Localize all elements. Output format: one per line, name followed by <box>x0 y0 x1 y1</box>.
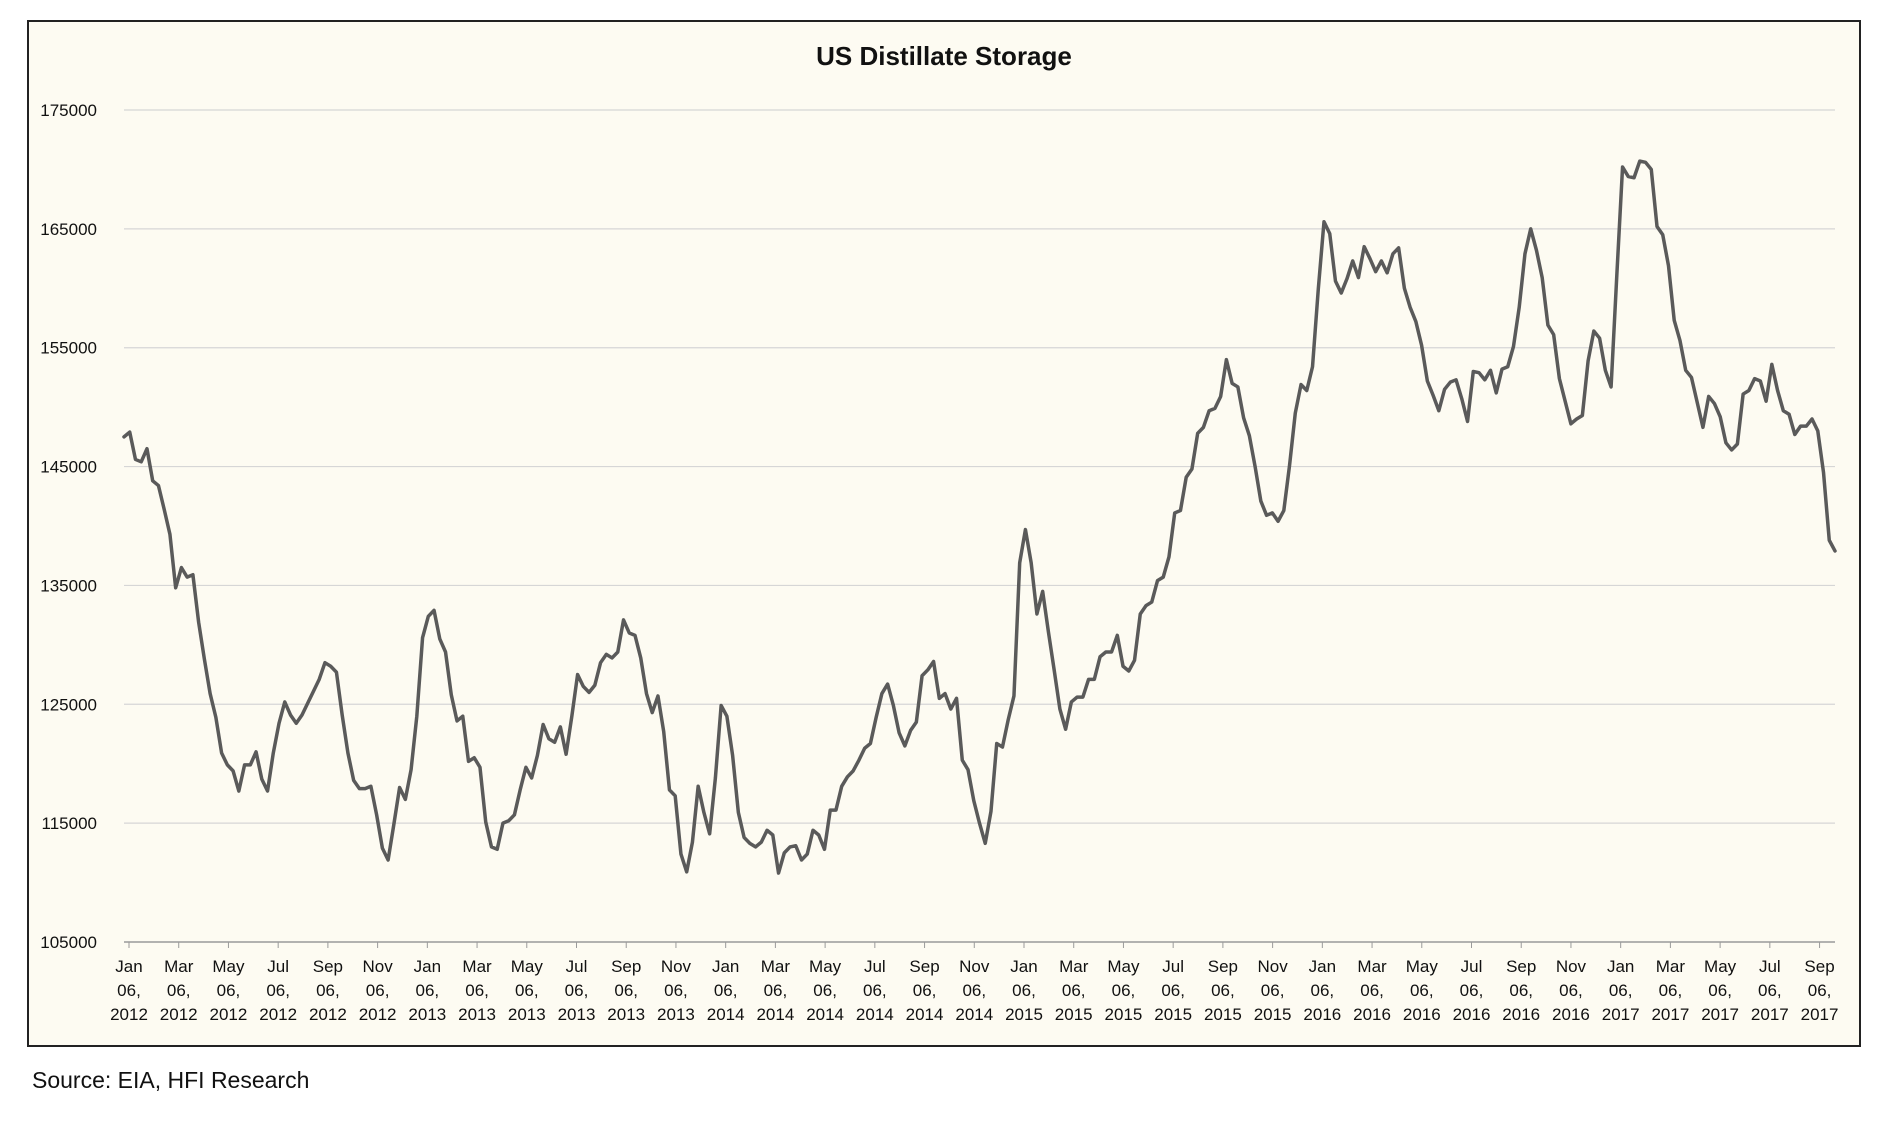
y-tick-label: 105000 <box>40 933 97 952</box>
x-tick-label: Jan 06, 2015 <box>1005 957 1043 1024</box>
gridlines <box>124 109 1835 943</box>
x-tick-label: Jul 06, 2014 <box>856 957 894 1024</box>
plot-background <box>29 22 1859 1045</box>
x-tick-label: May 06, 2016 <box>1403 957 1441 1024</box>
x-tick-label: Mar 06, 2017 <box>1651 957 1689 1024</box>
y-tick-label: 165000 <box>40 220 97 239</box>
chart-title: US Distillate Storage <box>816 41 1072 71</box>
x-tick-label: Mar 06, 2012 <box>160 957 198 1024</box>
line-chart: US Distillate Storage 105000 115000 125000… <box>29 22 1859 1045</box>
x-tick-label: Sep 06, 2016 <box>1502 957 1540 1024</box>
y-tick-label: 135000 <box>40 576 97 595</box>
y-tick-label: 145000 <box>40 458 97 477</box>
x-tick-label: Mar 06, 2013 <box>458 957 496 1024</box>
y-tick-label: 115000 <box>42 814 97 833</box>
x-tick-label: Jan 06, 2012 <box>110 957 148 1024</box>
x-tick-label: May 06, 2015 <box>1105 957 1143 1024</box>
x-tick-label: May 06, 2013 <box>508 957 546 1024</box>
x-tick-label: Sep 06, 2014 <box>906 957 944 1024</box>
x-tick-label: Nov 06, 2014 <box>955 957 993 1024</box>
x-tick-label: Jul 06, 2012 <box>259 957 297 1024</box>
x-tick-label: Sep 06, 2017 <box>1801 957 1839 1024</box>
x-tick-label: Nov 06, 2012 <box>359 957 397 1024</box>
x-tick-label: Nov 06, 2016 <box>1552 957 1590 1024</box>
x-tick-label: Jan 06, 2013 <box>408 957 446 1024</box>
y-tick-label: 125000 <box>40 695 97 714</box>
x-tick-label: May 06, 2017 <box>1701 957 1739 1024</box>
series-layer <box>122 159 1837 875</box>
x-tick-label: Sep 06, 2012 <box>309 957 347 1024</box>
y-axis: 105000 115000 125000 135000 145000 155000 1650… <box>40 101 97 952</box>
y-tick-label: 175000 <box>40 101 97 120</box>
x-axis: Jan 06, 2012 Mar 06, 2012 May 06, 2012 Jul 06, 2012… <box>110 942 1838 1024</box>
x-tick-label: Mar 06, 2015 <box>1055 957 1093 1024</box>
y-tick-label: 155000 <box>40 339 97 358</box>
source-note: Source: EIA, HFI Research <box>32 1067 310 1093</box>
x-tick-label: May 06, 2012 <box>210 957 248 1024</box>
x-tick-label: Jan 06, 2014 <box>707 957 745 1024</box>
x-tick-label: Nov 06, 2015 <box>1254 957 1292 1024</box>
x-tick-label: Sep 06, 2013 <box>607 957 645 1024</box>
x-tick-label: Jul 06, 2013 <box>558 957 596 1024</box>
chart-frame: US Distillate Storage 105000 115000 125000… <box>27 20 1861 1047</box>
series-line <box>122 159 1837 875</box>
x-tick-label: May 06, 2014 <box>806 957 844 1024</box>
x-tick-label: Jul 06, 2017 <box>1751 957 1789 1024</box>
x-tick-label: Jan 06, 2017 <box>1602 957 1640 1024</box>
x-tick-label: Mar 06, 2016 <box>1353 957 1391 1024</box>
x-tick-label: Mar 06, 2014 <box>756 957 794 1024</box>
x-tick-label: Nov 06, 2013 <box>657 957 695 1024</box>
x-tick-label: Jul 06, 2015 <box>1154 957 1192 1024</box>
x-tick-label: Jan 06, 2016 <box>1303 957 1341 1024</box>
x-tick-label: Sep 06, 2015 <box>1204 957 1242 1024</box>
x-tick-label: Jul 06, 2016 <box>1453 957 1491 1024</box>
